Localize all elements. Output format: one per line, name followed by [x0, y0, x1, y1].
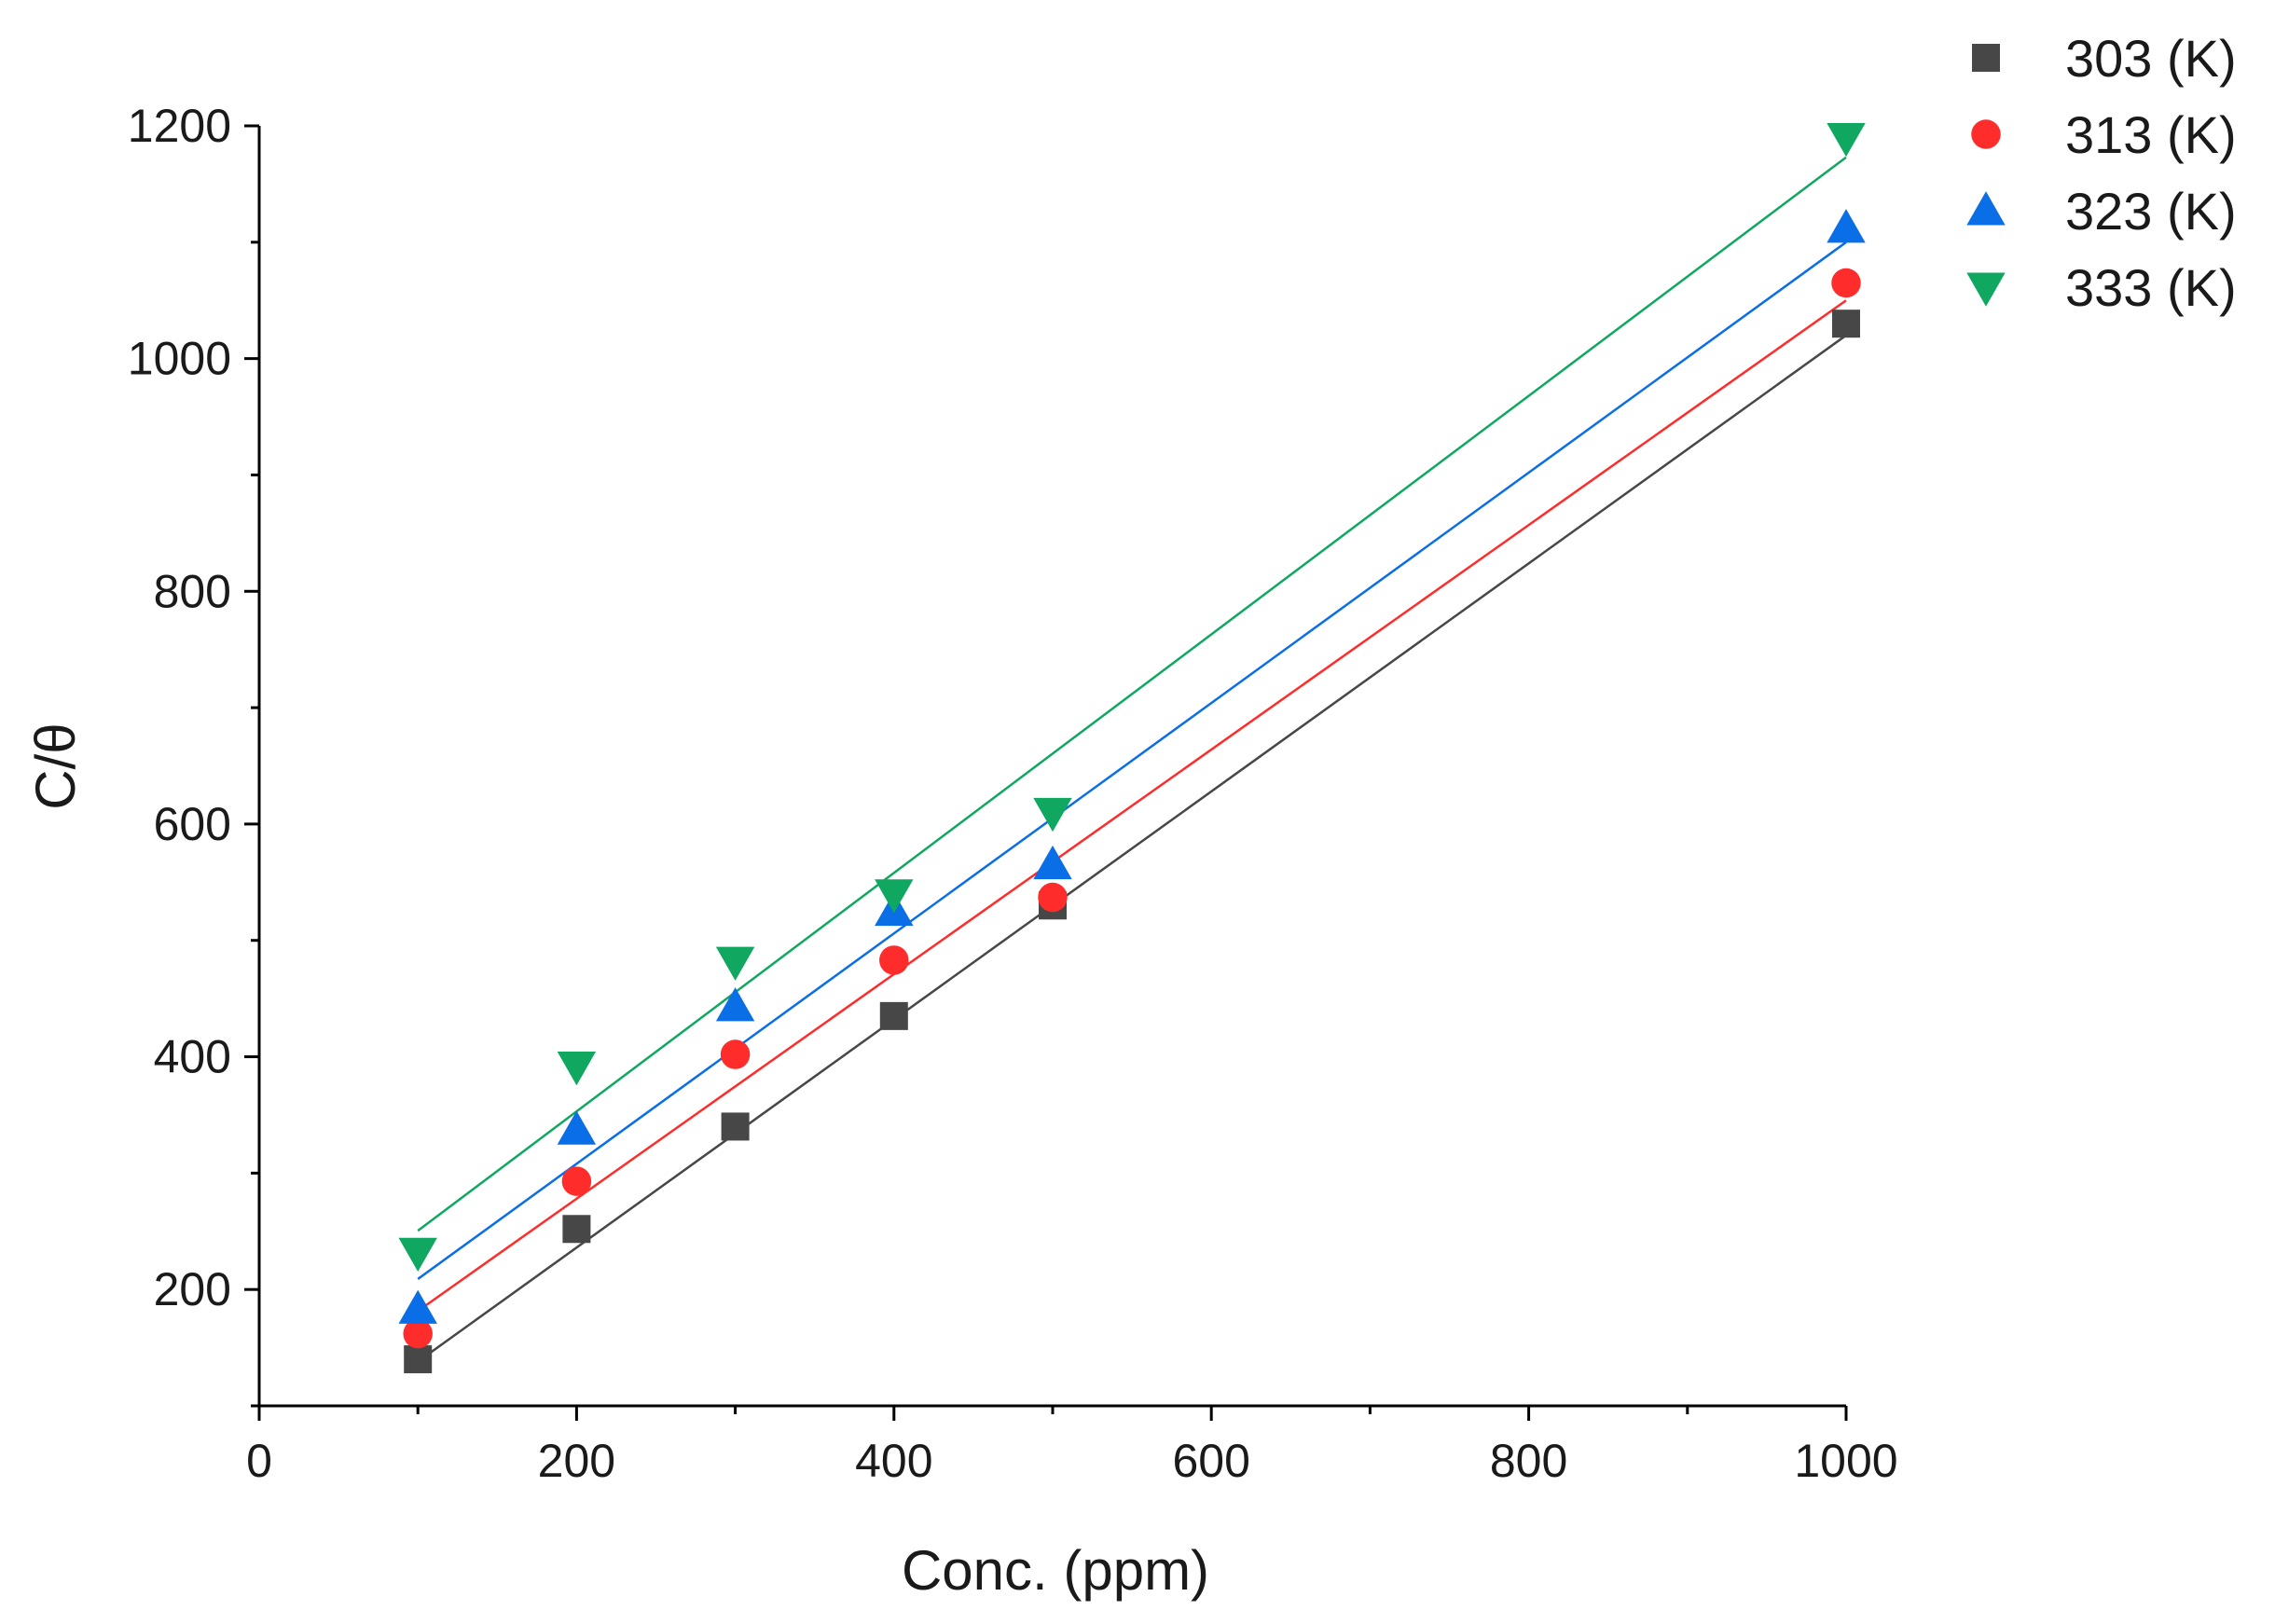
- data-point-series-3: [1827, 209, 1866, 243]
- x-axis-title: Conc. (ppm): [902, 1539, 1209, 1602]
- legend-marker-2: [1971, 119, 2001, 149]
- y-tick-label: 600: [154, 798, 231, 850]
- x-tick-label: 600: [1172, 1435, 1249, 1487]
- x-tick-label: 400: [855, 1435, 932, 1487]
- data-point-series-1: [562, 1215, 591, 1244]
- ticks: 0 200 400 600 800 1000 200 400 600 800 1000 1200: [128, 100, 1898, 1487]
- y-tick-label: 800: [154, 565, 231, 617]
- data-point-series-4: [1827, 122, 1866, 158]
- data-point-series-4: [715, 946, 755, 981]
- y-tick-label: 1200: [128, 100, 231, 152]
- data-point-series-3: [557, 1110, 597, 1145]
- fit-line-4: [417, 156, 1847, 1232]
- data-point-series-4: [1033, 797, 1072, 833]
- data-point-series-1: [1832, 310, 1860, 338]
- fit-line-1: [417, 334, 1847, 1363]
- y-tick-label: 1000: [128, 333, 231, 385]
- data-point-series-1: [721, 1112, 750, 1141]
- data-point-series-2: [1038, 882, 1068, 913]
- x-tick-label: 200: [538, 1435, 615, 1487]
- data-point-series-4: [875, 879, 914, 914]
- legend-marker-1: [1972, 44, 2000, 72]
- data-point-series-2: [1831, 268, 1861, 298]
- fit-lines: [417, 156, 1847, 1363]
- axes: [257, 126, 1846, 1408]
- fit-line-2: [417, 299, 1847, 1313]
- fit-line-3: [417, 241, 1847, 1280]
- x-tick-label: 800: [1490, 1435, 1567, 1487]
- data-point-series-3: [1033, 845, 1072, 880]
- points: [398, 122, 1866, 1374]
- data-point-series-3: [398, 1289, 437, 1324]
- data-point-series-1: [879, 1001, 908, 1030]
- data-point-series-2: [720, 1039, 751, 1069]
- data-point-series-1: [404, 1345, 433, 1374]
- legend-marker-3: [1966, 191, 2006, 226]
- legend-label-3: 323 (K): [2065, 182, 2237, 241]
- y-tick-label: 200: [154, 1263, 231, 1315]
- x-tick-label: 1000: [1794, 1435, 1897, 1487]
- data-point-series-4: [398, 1237, 437, 1272]
- legend-label-4: 333 (K): [2065, 258, 2237, 317]
- data-point-series-2: [879, 945, 909, 975]
- legend: 303 (K) 313 (K) 323 (K) 333 (K): [1966, 29, 2237, 317]
- data-point-series-2: [403, 1318, 433, 1349]
- data-point-series-4: [557, 1052, 597, 1086]
- legend-label-2: 313 (K): [2065, 105, 2237, 164]
- legend-marker-4: [1966, 272, 2006, 307]
- y-axis-title: C/θ: [24, 723, 87, 809]
- x-tick-label: 0: [246, 1435, 272, 1487]
- y-tick-label: 400: [154, 1031, 231, 1083]
- legend-label-1: 303 (K): [2065, 29, 2237, 88]
- data-point-series-2: [561, 1166, 592, 1196]
- data-point-series-3: [715, 987, 755, 1022]
